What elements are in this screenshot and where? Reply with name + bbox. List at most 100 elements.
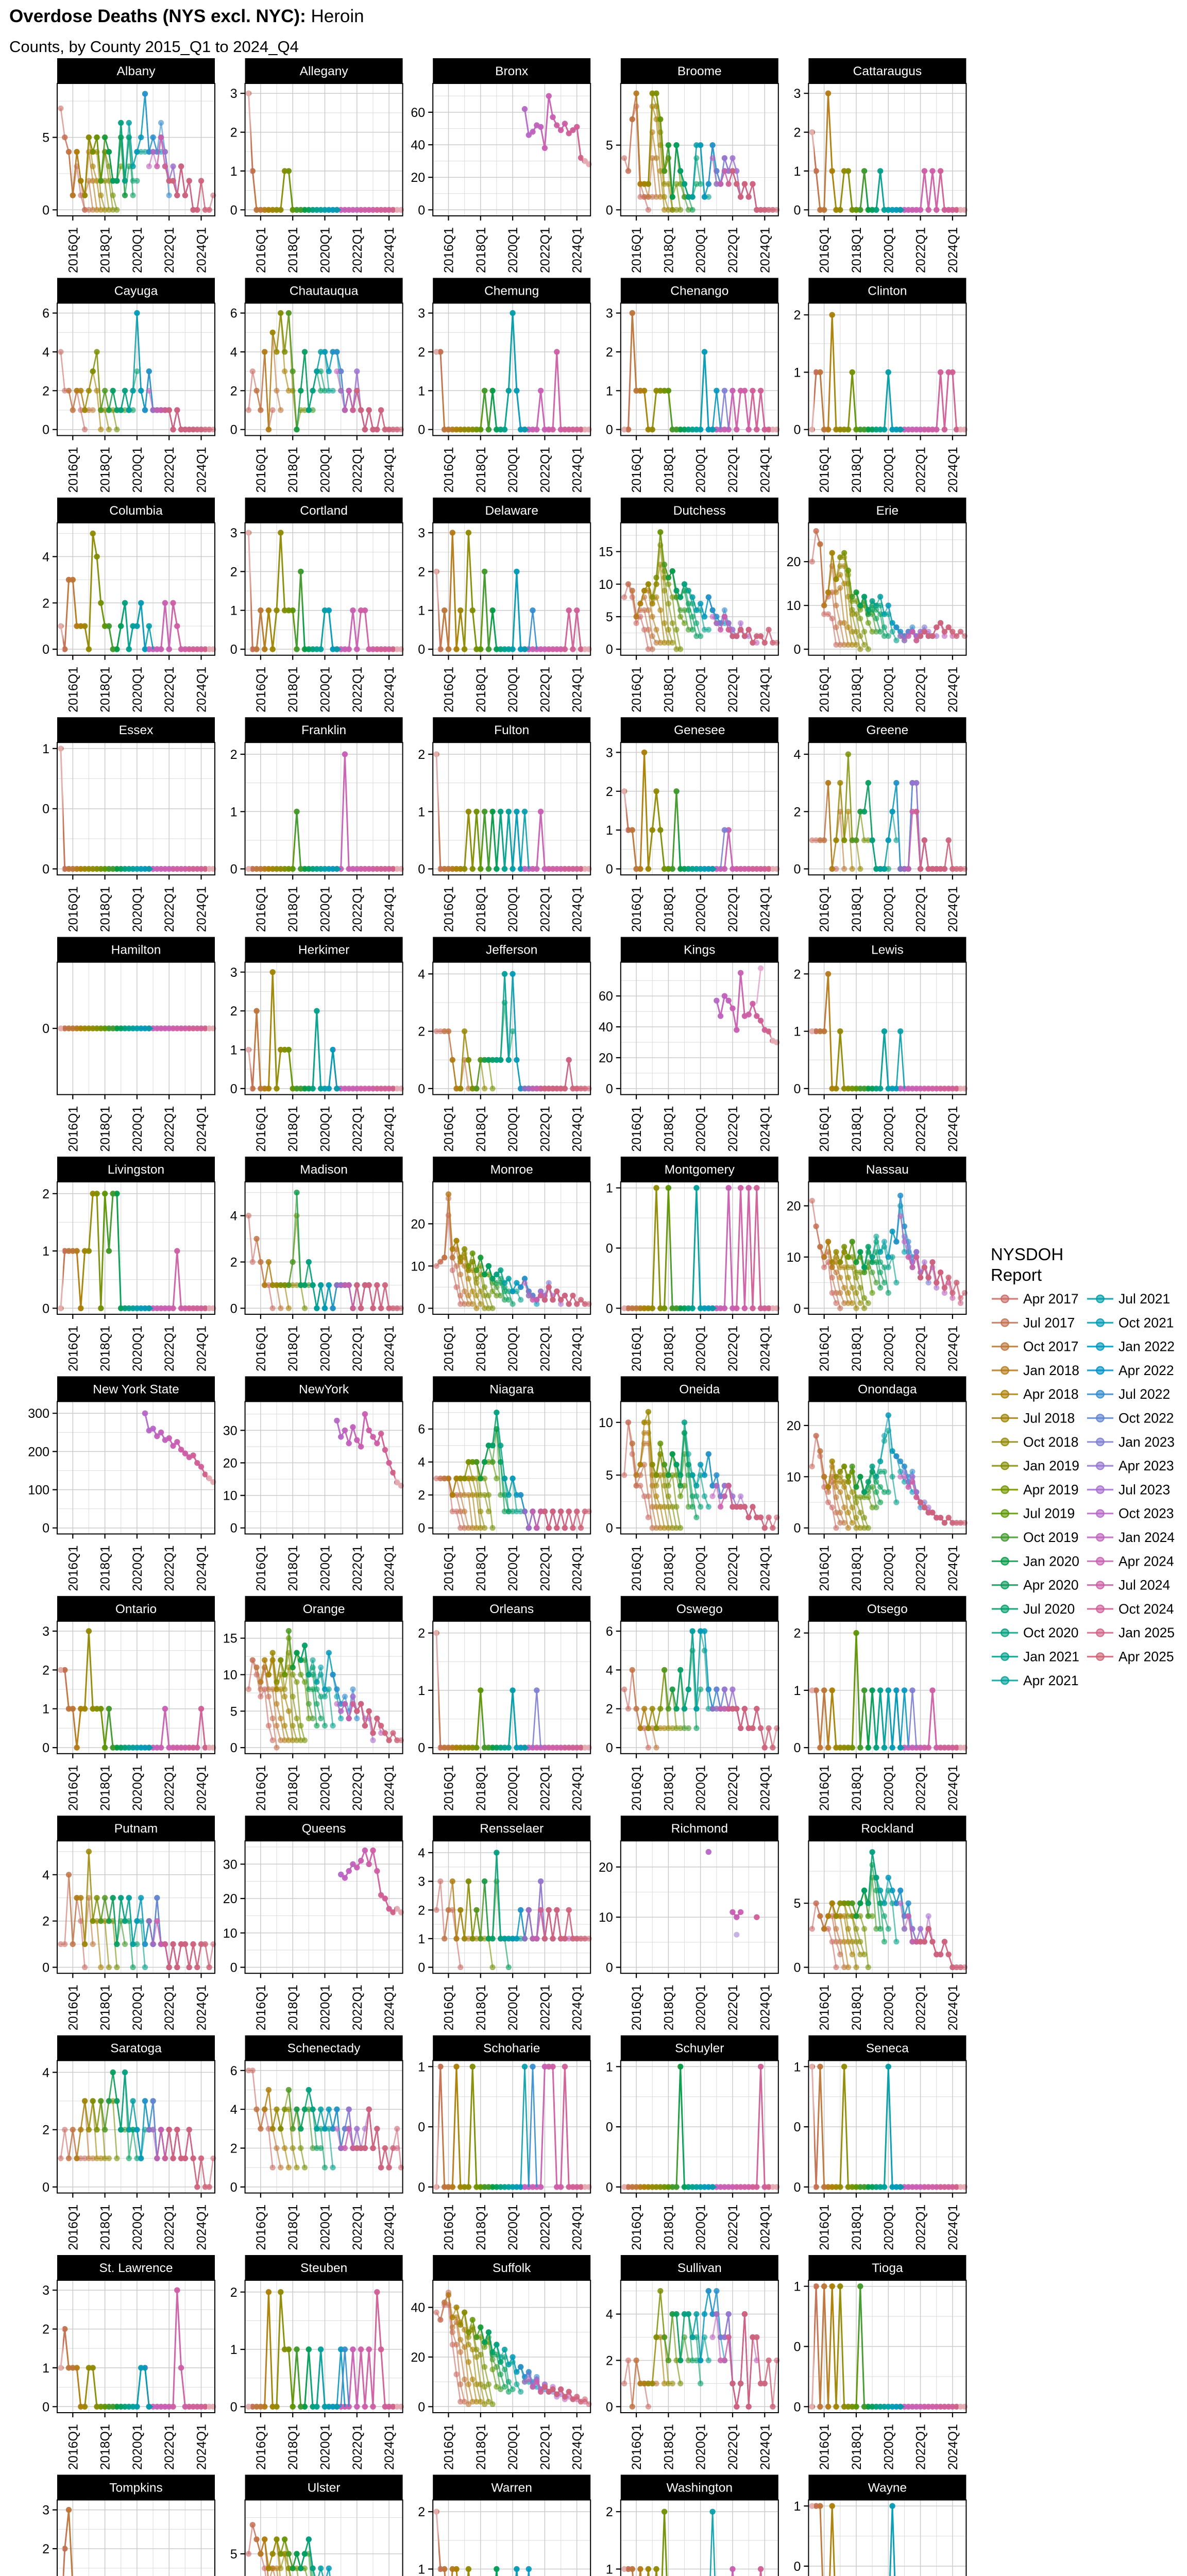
svg-text:1: 1 xyxy=(42,1244,49,1259)
svg-text:2024Q1: 2024Q1 xyxy=(382,1985,397,2030)
svg-text:Herkimer: Herkimer xyxy=(298,943,349,957)
svg-text:2018Q1: 2018Q1 xyxy=(850,1985,864,2030)
svg-text:2018Q1: 2018Q1 xyxy=(850,1106,864,1152)
svg-text:20: 20 xyxy=(787,555,801,569)
svg-text:2016Q1: 2016Q1 xyxy=(254,1326,268,1371)
svg-text:Genesee: Genesee xyxy=(674,723,725,737)
svg-text:2016Q1: 2016Q1 xyxy=(66,447,80,493)
svg-text:Orange: Orange xyxy=(303,1602,345,1616)
svg-text:0: 0 xyxy=(606,1961,613,1975)
svg-text:2022Q1: 2022Q1 xyxy=(350,1106,365,1152)
svg-text:2020Q1: 2020Q1 xyxy=(506,1326,520,1371)
svg-text:2018Q1: 2018Q1 xyxy=(286,1326,300,1371)
svg-text:2022Q1: 2022Q1 xyxy=(914,1106,928,1152)
svg-text:4: 4 xyxy=(42,1868,49,1883)
svg-text:2024Q1: 2024Q1 xyxy=(570,1765,585,1811)
svg-text:2018Q1: 2018Q1 xyxy=(662,2424,676,2470)
svg-text:2018Q1: 2018Q1 xyxy=(850,1765,864,1811)
svg-text:2024Q1: 2024Q1 xyxy=(195,1985,209,2030)
svg-text:Schuyler: Schuyler xyxy=(675,2042,724,2056)
svg-text:2: 2 xyxy=(606,2505,613,2519)
svg-text:2020Q1: 2020Q1 xyxy=(318,886,333,932)
svg-text:2024Q1: 2024Q1 xyxy=(382,1545,397,1591)
svg-text:0: 0 xyxy=(606,1741,613,1755)
svg-text:2024Q1: 2024Q1 xyxy=(382,2424,397,2470)
svg-text:2024Q1: 2024Q1 xyxy=(195,667,209,713)
svg-text:Franklin: Franklin xyxy=(301,723,346,737)
svg-text:1: 1 xyxy=(606,384,613,398)
svg-text:4: 4 xyxy=(418,1846,425,1860)
svg-text:2018Q1: 2018Q1 xyxy=(98,1545,113,1591)
svg-text:6: 6 xyxy=(230,307,238,321)
svg-text:2022Q1: 2022Q1 xyxy=(538,447,552,493)
svg-text:Oct 2020: Oct 2020 xyxy=(1023,1625,1079,1640)
svg-text:2018Q1: 2018Q1 xyxy=(474,886,488,932)
svg-text:Schoharie: Schoharie xyxy=(483,2042,540,2056)
svg-text:Nassau: Nassau xyxy=(866,1163,909,1177)
svg-text:2022Q1: 2022Q1 xyxy=(162,1326,177,1371)
svg-text:2018Q1: 2018Q1 xyxy=(474,227,488,273)
svg-text:Apr 2025: Apr 2025 xyxy=(1118,1649,1174,1665)
svg-text:2020Q1: 2020Q1 xyxy=(318,1985,333,2030)
svg-text:2018Q1: 2018Q1 xyxy=(662,1545,676,1591)
svg-text:10: 10 xyxy=(223,1668,238,1683)
svg-text:2016Q1: 2016Q1 xyxy=(818,227,832,273)
svg-text:1: 1 xyxy=(230,604,238,618)
svg-text:2018Q1: 2018Q1 xyxy=(98,447,113,493)
svg-text:2024Q1: 2024Q1 xyxy=(382,1765,397,1811)
svg-text:10: 10 xyxy=(599,1416,613,1430)
svg-text:Tompkins: Tompkins xyxy=(109,2481,162,2495)
svg-text:2022Q1: 2022Q1 xyxy=(914,1545,928,1591)
svg-text:2022Q1: 2022Q1 xyxy=(162,886,177,932)
svg-text:0: 0 xyxy=(606,423,613,437)
svg-text:1: 1 xyxy=(418,2060,425,2074)
svg-text:2016Q1: 2016Q1 xyxy=(66,1985,80,2030)
svg-text:Counts, by County 2015_Q1 to 2: Counts, by County 2015_Q1 to 2024_Q4 xyxy=(9,38,299,56)
svg-text:2024Q1: 2024Q1 xyxy=(195,447,209,493)
svg-text:0: 0 xyxy=(418,2400,425,2414)
svg-text:Bronx: Bronx xyxy=(495,64,528,78)
svg-text:200: 200 xyxy=(28,1445,49,1459)
svg-text:0: 0 xyxy=(230,1741,238,1755)
svg-text:2018Q1: 2018Q1 xyxy=(98,1985,113,2030)
svg-text:0: 0 xyxy=(230,2180,238,2195)
svg-text:2: 2 xyxy=(418,345,425,360)
svg-text:1: 1 xyxy=(418,1932,425,1946)
svg-text:5: 5 xyxy=(606,139,613,153)
svg-text:2024Q1: 2024Q1 xyxy=(570,1106,585,1152)
svg-text:2024Q1: 2024Q1 xyxy=(946,2424,960,2470)
svg-text:2024Q1: 2024Q1 xyxy=(382,667,397,713)
svg-text:2022Q1: 2022Q1 xyxy=(914,2424,928,2470)
svg-text:2016Q1: 2016Q1 xyxy=(818,1326,832,1371)
svg-text:2024Q1: 2024Q1 xyxy=(758,1765,772,1811)
svg-text:2: 2 xyxy=(42,596,49,611)
svg-text:2016Q1: 2016Q1 xyxy=(66,2424,80,2470)
svg-text:4: 4 xyxy=(42,2065,49,2080)
svg-text:1: 1 xyxy=(606,1181,613,1196)
svg-text:NYSDOH: NYSDOH xyxy=(991,1245,1063,1264)
svg-text:0: 0 xyxy=(418,423,425,437)
svg-text:2020Q1: 2020Q1 xyxy=(694,2205,708,2250)
svg-text:2020Q1: 2020Q1 xyxy=(694,2424,708,2470)
svg-text:Allegany: Allegany xyxy=(300,64,349,78)
svg-text:Dutchess: Dutchess xyxy=(673,504,726,518)
svg-text:2016Q1: 2016Q1 xyxy=(442,1106,456,1152)
svg-text:2018Q1: 2018Q1 xyxy=(662,1985,676,2030)
svg-text:2018Q1: 2018Q1 xyxy=(850,886,864,932)
svg-text:Sullivan: Sullivan xyxy=(677,2261,722,2275)
svg-text:2016Q1: 2016Q1 xyxy=(254,2424,268,2470)
svg-text:3: 3 xyxy=(418,526,425,540)
svg-text:5: 5 xyxy=(793,1896,801,1911)
svg-text:Jan 2023: Jan 2023 xyxy=(1118,1434,1175,1450)
svg-text:0: 0 xyxy=(418,1521,425,1536)
svg-text:Otsego: Otsego xyxy=(867,1602,908,1616)
svg-text:0: 0 xyxy=(418,1741,425,1755)
svg-text:Oswego: Oswego xyxy=(676,1602,723,1616)
svg-text:2016Q1: 2016Q1 xyxy=(818,1545,832,1591)
svg-text:Washington: Washington xyxy=(667,2481,733,2495)
svg-text:3: 3 xyxy=(418,307,425,321)
svg-text:0: 0 xyxy=(230,1301,238,1316)
svg-text:2: 2 xyxy=(230,1256,238,1270)
svg-text:20: 20 xyxy=(411,1217,425,1231)
svg-text:0: 0 xyxy=(606,1082,613,1096)
